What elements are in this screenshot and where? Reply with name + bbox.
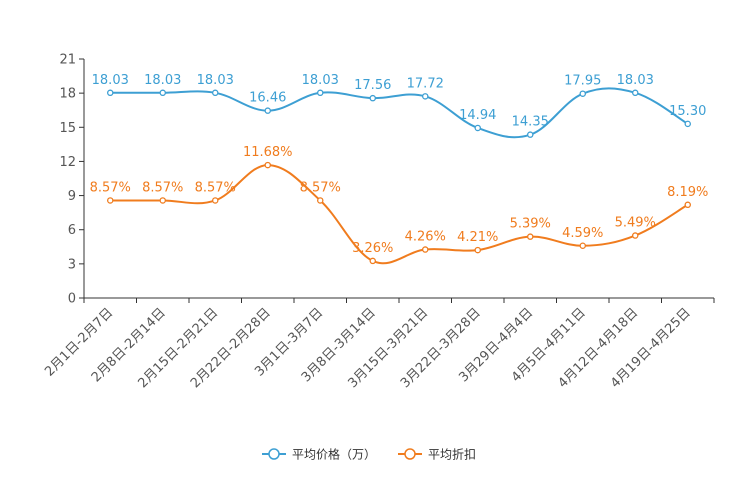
data-label: 11.68% <box>243 145 293 160</box>
legend[interactable]: 平均价格（万） 平均折扣 <box>262 447 476 462</box>
data-label: 16.46 <box>249 91 286 106</box>
data-point <box>264 107 271 114</box>
data-point <box>474 124 481 132</box>
data-point <box>474 246 481 254</box>
data-label: 4.59% <box>562 226 603 241</box>
y-tick-label: 0 <box>68 292 76 307</box>
y-tick-label: 15 <box>59 121 76 136</box>
data-label: 8.57% <box>300 180 341 195</box>
data-label: 18.03 <box>144 73 181 88</box>
data-label: 18.03 <box>302 73 339 88</box>
data-label: 17.95 <box>564 74 601 89</box>
data-label: 18.03 <box>617 73 654 88</box>
data-label: 17.72 <box>407 76 444 91</box>
y-tick-label: 21 <box>59 53 76 68</box>
data-point <box>316 89 324 97</box>
y-tick-label: 18 <box>59 87 76 102</box>
data-label: 5.49% <box>615 216 656 231</box>
data-label: 8.57% <box>195 180 236 195</box>
data-label: 15.30 <box>669 104 706 119</box>
data-point <box>527 131 534 138</box>
data-point <box>421 93 429 100</box>
data-label: 4.26% <box>405 230 446 245</box>
data-label: 3.26% <box>352 241 393 256</box>
data-labels: 18.03 18.03 18.03 16.46 18.03 17.56 17.72 14.94… <box>90 73 709 256</box>
data-point <box>632 89 639 97</box>
data-point <box>684 120 692 128</box>
data-point <box>369 257 376 265</box>
data-label: 8.57% <box>142 180 183 195</box>
legend-item-2[interactable]: 平均折扣 <box>398 447 476 462</box>
data-label: 14.35 <box>512 115 549 130</box>
legend-item-1[interactable]: 平均价格（万） <box>262 447 376 462</box>
legend-label: 平均折扣 <box>428 447 476 462</box>
data-label: 18.03 <box>197 73 234 88</box>
legend-marker-icon <box>268 448 280 460</box>
data-point <box>369 94 376 102</box>
data-label: 4.21% <box>457 230 498 245</box>
series-line-1 <box>110 87 689 139</box>
data-point <box>421 246 429 253</box>
data-label: 14.94 <box>459 108 496 123</box>
data-point <box>264 161 271 169</box>
y-tick-label: 12 <box>59 155 76 170</box>
legend-marker-icon <box>404 448 416 460</box>
y-tick-label: 3 <box>68 257 76 272</box>
data-point <box>159 89 166 97</box>
data-label: 5.39% <box>510 217 551 232</box>
series-layer <box>107 87 692 265</box>
data-point <box>632 232 639 239</box>
data-point <box>579 90 587 97</box>
data-point <box>527 233 534 240</box>
data-point <box>579 242 587 250</box>
data-label: 8.19% <box>667 185 708 200</box>
data-point <box>107 89 114 97</box>
axes: 0369121518212月1日-2月7日2月8日-2月14日2月15日-2月2… <box>42 53 715 391</box>
data-point <box>159 197 166 204</box>
data-point <box>107 197 114 204</box>
data-label: 17.56 <box>354 78 391 93</box>
data-point <box>684 201 692 209</box>
y-tick-label: 6 <box>68 223 76 238</box>
data-label: 18.03 <box>92 73 129 88</box>
data-point <box>211 197 219 204</box>
legend-label: 平均价格（万） <box>292 447 376 462</box>
data-label: 8.57% <box>90 180 131 195</box>
data-point <box>211 89 219 97</box>
data-point <box>316 197 324 204</box>
y-tick-label: 9 <box>68 189 76 204</box>
